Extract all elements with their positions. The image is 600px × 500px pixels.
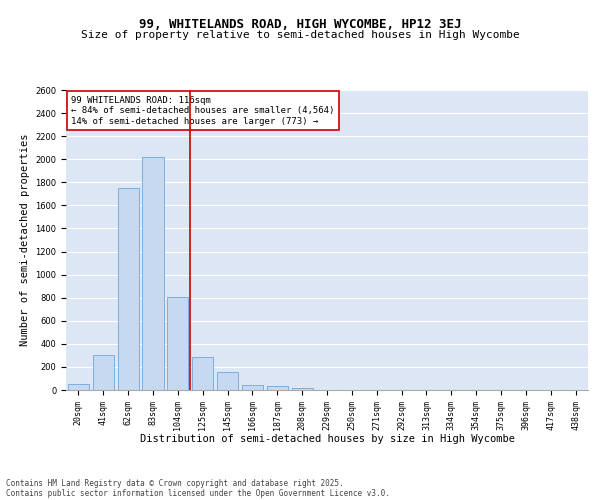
X-axis label: Distribution of semi-detached houses by size in High Wycombe: Distribution of semi-detached houses by … [139,434,515,444]
Y-axis label: Number of semi-detached properties: Number of semi-detached properties [20,134,29,346]
Bar [118,188,139,390]
Bar [242,385,263,390]
Text: Size of property relative to semi-detached houses in High Wycombe: Size of property relative to semi-detach… [80,30,520,40]
Bar [68,384,89,390]
Bar [167,296,188,390]
Bar [142,157,164,390]
Bar [267,386,288,390]
Text: 99 WHITELANDS ROAD: 116sqm
← 84% of semi-detached houses are smaller (4,564)
14%: 99 WHITELANDS ROAD: 116sqm ← 84% of semi… [71,96,335,126]
Text: 99, WHITELANDS ROAD, HIGH WYCOMBE, HP12 3EJ: 99, WHITELANDS ROAD, HIGH WYCOMBE, HP12 … [139,18,461,30]
Text: Contains public sector information licensed under the Open Government Licence v3: Contains public sector information licen… [6,488,390,498]
Bar [93,356,114,390]
Text: Contains HM Land Registry data © Crown copyright and database right 2025.: Contains HM Land Registry data © Crown c… [6,478,344,488]
Bar [292,388,313,390]
Bar [192,356,213,390]
Bar [217,372,238,390]
